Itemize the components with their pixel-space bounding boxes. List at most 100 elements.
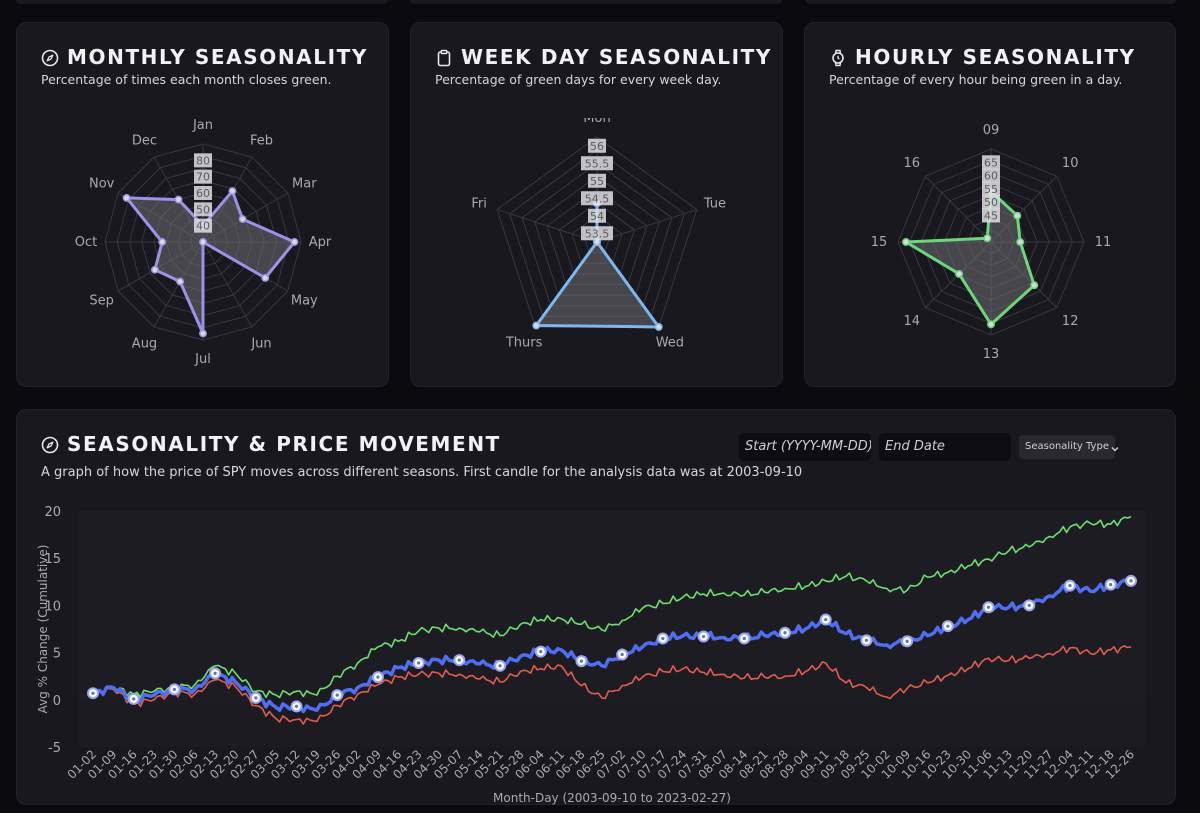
top-strip-right — [806, 0, 1176, 4]
top-strip-mid — [410, 0, 782, 4]
radar-axis-label: Jan — [192, 118, 213, 133]
average-series-point-core — [294, 704, 299, 709]
y-axis-label: Avg % Change (Cumulative) — [36, 545, 50, 714]
start-date-input[interactable]: Start (YYYY-MM-DD) — [739, 433, 871, 461]
average-series-point-core — [742, 636, 746, 641]
radar-axis-label: Apr — [309, 235, 332, 250]
radar-tick-label: 65 — [984, 156, 998, 169]
radar-tick-bg — [982, 181, 1000, 196]
grid-spoke — [596, 209, 698, 243]
radar-axis-label: Nov — [89, 177, 115, 192]
weekday-subtitle: Percentage of green days for every week … — [435, 72, 722, 87]
movement-subtitle: A graph of how the price of SPY moves ac… — [41, 465, 803, 480]
negative-band — [79, 699, 1145, 747]
radar-tick-label: 55.5 — [585, 157, 610, 170]
radar-axis-label: Mar — [292, 177, 317, 192]
radar-axis-label: Jul — [194, 352, 211, 367]
weekday-seasonality-panel: WEEK DAY SEASONALITY Percentage of green… — [410, 22, 783, 387]
radar-axis-label: 13 — [983, 347, 1000, 362]
radar-point — [174, 195, 183, 204]
radar-tick-label: 60 — [984, 170, 998, 183]
compass-icon — [41, 48, 59, 67]
average-series-point-core — [620, 652, 624, 657]
average-series-point-core — [1027, 603, 1031, 607]
hourly-title: HOURLY SEASONALITY — [829, 45, 1136, 69]
grid-spoke — [924, 175, 992, 243]
radar-series-area — [904, 190, 1036, 326]
seasonality-type-label: Seasonality Type — [1025, 441, 1109, 452]
lower-series-line — [92, 645, 1132, 725]
radar-tick-label: 50 — [984, 196, 998, 209]
average-series-point-core — [335, 693, 339, 697]
average-series-point-core — [1068, 583, 1072, 588]
end-date-input[interactable]: End Date — [879, 433, 1011, 461]
radar-axis-label: Dec — [132, 134, 157, 149]
radar-axis-label: Tue — [703, 197, 726, 212]
radar-tick-label: 60 — [196, 187, 210, 200]
radar-tick-bg — [194, 202, 212, 217]
radar-axis-label: Oct — [75, 235, 97, 250]
radar-point — [228, 187, 237, 196]
radar-tick-label: 70 — [196, 171, 210, 184]
hourly-title-text: HOURLY SEASONALITY — [855, 45, 1136, 69]
hourly-seasonality-panel: HOURLY SEASONALITY Percentage of every h… — [804, 22, 1176, 387]
average-series-point-core — [864, 638, 869, 642]
radar-axis-label: Fri — [471, 197, 487, 212]
average-series-point-core — [701, 634, 706, 639]
radar-tick-label: 40 — [196, 220, 210, 233]
average-series-point-core — [946, 624, 950, 628]
radar-tick-bg — [194, 169, 212, 184]
chevron-down-icon[interactable] — [1109, 440, 1121, 452]
radar-tick-label: 50 — [196, 203, 210, 216]
radar-axis-label: 14 — [904, 314, 921, 329]
radar-tick-bg — [982, 155, 1000, 170]
radar-tick-bg — [588, 208, 606, 223]
radar-axis-label: 16 — [904, 156, 921, 171]
radar-axis-label: Mon — [583, 118, 610, 126]
average-series-point-core — [1129, 579, 1133, 583]
average-series-point-core — [579, 659, 584, 663]
radar-axis-label: 11 — [1095, 235, 1112, 250]
y-tick-label: 0 — [53, 694, 61, 709]
average-series-point-core — [1109, 583, 1113, 587]
radar-axis-label: 15 — [871, 235, 888, 250]
price-movement-panel: SEASONALITY & PRICE MOVEMENT A graph of … — [16, 409, 1176, 805]
radar-point — [176, 277, 185, 286]
radar-tick-label: 54 — [590, 210, 604, 223]
radar-tick-label: 54.5 — [585, 192, 610, 205]
y-tick-label: 10 — [44, 599, 61, 614]
radar-point — [1016, 238, 1025, 246]
radar-tick-bg — [581, 191, 613, 206]
average-series-point-core — [986, 605, 991, 609]
average-series-point-core — [254, 696, 258, 700]
radar-axis-label: Feb — [250, 134, 273, 149]
watch-icon — [829, 48, 847, 67]
radar-tick-bg — [194, 218, 212, 233]
grid-spoke — [496, 209, 598, 243]
monthly-subtitle: Percentage of times each month closes gr… — [41, 72, 332, 87]
average-series-point-core — [905, 639, 909, 643]
radar-axis-label: Thurs — [505, 335, 543, 350]
average-series-point-core — [661, 636, 665, 641]
radar-point — [290, 238, 299, 246]
monthly-title: MONTHLY SEASONALITY — [41, 45, 368, 69]
monthly-title-text: MONTHLY SEASONALITY — [67, 45, 368, 69]
seasonality-type-select[interactable]: Seasonality Type — [1019, 435, 1115, 459]
average-series-point-core — [132, 697, 136, 701]
radar-point — [199, 329, 207, 338]
average-series-point-core — [417, 661, 421, 665]
compass-icon — [41, 435, 59, 454]
radar-point — [122, 193, 131, 202]
monthly-seasonality-panel: MONTHLY SEASONALITY Percentage of times … — [16, 22, 389, 387]
movement-title: SEASONALITY & PRICE MOVEMENT — [41, 432, 501, 456]
radar-tick-label: 80 — [196, 154, 210, 167]
y-tick-label: 15 — [44, 552, 61, 567]
radar-axis-label: Aug — [132, 336, 157, 351]
average-series-point-core — [213, 671, 217, 675]
radar-tick-bg — [982, 208, 1000, 223]
average-series-point-core — [172, 687, 177, 692]
radar-axis-label: May — [291, 294, 318, 309]
radar-point — [150, 265, 159, 274]
radar-point — [983, 234, 992, 243]
